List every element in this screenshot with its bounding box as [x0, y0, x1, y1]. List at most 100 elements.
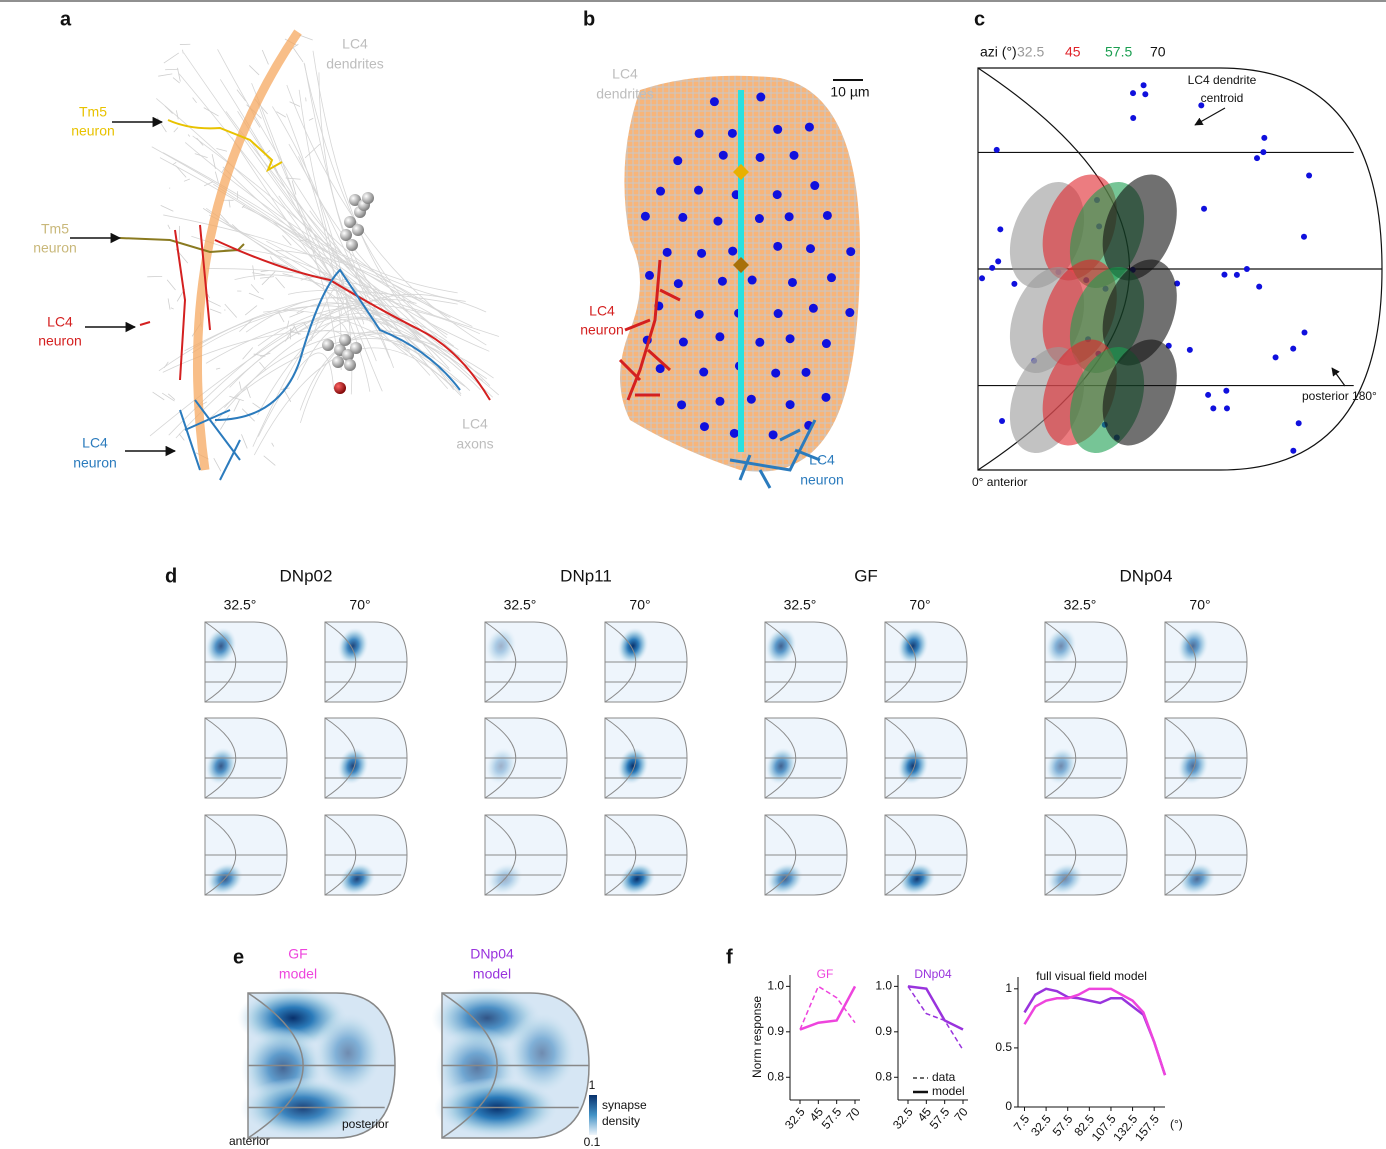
dendrite-twig [284, 326, 295, 342]
dendrite-twig [241, 204, 246, 209]
centroid-dot [727, 128, 737, 138]
dendrite-twig [163, 52, 180, 64]
density-blob [617, 627, 649, 665]
centroid-dot [1306, 172, 1313, 179]
density-blob [313, 1011, 383, 1095]
x-tick-label: 32.5 [782, 1105, 808, 1132]
colorbar-tick: 1 [589, 1078, 596, 1092]
diamond [733, 257, 749, 273]
centroid-dot [718, 150, 728, 160]
legend-title: azi (°) [980, 44, 1017, 60]
dendrite-twig [177, 67, 181, 82]
dendrite-twig [289, 311, 304, 318]
lc4-fiber [303, 62, 448, 336]
density-blob [485, 627, 517, 665]
dendrite-twig [282, 235, 292, 246]
dendrite-twig [252, 272, 266, 276]
lc4-fiber [178, 73, 377, 362]
x-tick-label: 32.5 [890, 1105, 916, 1132]
panel-a-drawing [70, 29, 500, 481]
lc4-fiber [296, 317, 454, 391]
lc4-fiber [191, 302, 481, 354]
y-axis-label: Norm response [750, 996, 764, 1078]
dendrite-twig [215, 367, 221, 370]
dendrite-twig [207, 299, 221, 307]
series-line [799, 985, 857, 1031]
annotation: LC4 dendrite [1188, 73, 1257, 87]
lc4-fiber [288, 143, 394, 369]
centroid-dot [846, 247, 856, 257]
dendrite-twig [175, 165, 187, 178]
dendrite-twig [203, 107, 219, 117]
centroid-dot [662, 247, 672, 257]
dendrite-twig [238, 381, 242, 391]
rf-ellipse [1102, 259, 1177, 366]
centroid-dot [789, 150, 799, 160]
x-tick-label: 70 [843, 1105, 863, 1124]
density-blob [765, 627, 797, 665]
dendrite-twig [241, 434, 248, 449]
annotation: neuron [580, 322, 624, 338]
colorbar-title: synapse [602, 1098, 647, 1112]
dendrite-twig [216, 148, 228, 152]
dendrite-twig [194, 153, 208, 158]
density-blob [898, 862, 936, 896]
panel-d-drawing [204, 621, 1248, 896]
annotation: dendrites [596, 86, 654, 102]
dendrite-twig [233, 399, 240, 412]
dendrite-twig [250, 284, 260, 294]
lc4-fiber [217, 49, 449, 390]
dendrite-twig [170, 307, 174, 310]
centroid-dot [697, 248, 707, 258]
dendrite-twig [260, 270, 269, 272]
density-blob [1045, 747, 1077, 785]
dendrite-twig [261, 49, 269, 65]
scale-label: 10 µm [830, 84, 869, 100]
model-title: GF [288, 946, 307, 962]
centroid-dot [1261, 134, 1268, 141]
dendrite-twig [156, 117, 167, 133]
colorbar-tick: 0.1 [584, 1135, 601, 1149]
annotation: LC4 [612, 66, 638, 82]
centroid-dot [1130, 90, 1137, 97]
synapse-sphere [340, 229, 352, 241]
x-tick-label: 157.5 [1132, 1112, 1162, 1144]
series-line [1023, 987, 1167, 1076]
dendrite-twig [272, 261, 288, 267]
centroid-dot [677, 400, 687, 410]
dendrite-twig [163, 361, 169, 369]
centroid-dot [822, 210, 832, 220]
dendrite-twig [228, 199, 231, 208]
centroid-dot [771, 368, 781, 378]
centroid-dot [1272, 354, 1279, 361]
y-tick-label: 0.9 [767, 1024, 784, 1038]
centroid-dot [1223, 387, 1230, 394]
panel-c-drawing [977, 67, 1383, 471]
dendrite-twig [196, 137, 204, 146]
density-blob [337, 627, 369, 665]
centroid-dot [845, 308, 855, 318]
legend-entry: 70 [1150, 44, 1166, 60]
chart-title: full visual field model [1036, 969, 1147, 983]
diamond [733, 164, 749, 180]
centroid-dot [754, 214, 764, 224]
azimuth-label: 32.5° [1064, 597, 1097, 613]
centroid-dot [755, 337, 765, 347]
centroid-dot [979, 275, 986, 282]
lc4-fiber [242, 206, 415, 304]
dendrite-twig [219, 213, 229, 224]
dendrite-twig [248, 65, 260, 76]
y-tick-label: 0 [1005, 1099, 1012, 1113]
lc4-fiber [286, 84, 487, 346]
dendrite-twig [224, 303, 238, 318]
dendrite-twig [269, 256, 274, 263]
centroid-dot [826, 273, 836, 283]
density-blob [897, 747, 929, 785]
centroid-dot [801, 367, 811, 377]
centroid-dot [673, 279, 683, 289]
density-blob [507, 1011, 577, 1095]
centroid-dot [772, 190, 782, 200]
centroid-dot [787, 277, 797, 287]
centroid-dot [709, 97, 719, 107]
